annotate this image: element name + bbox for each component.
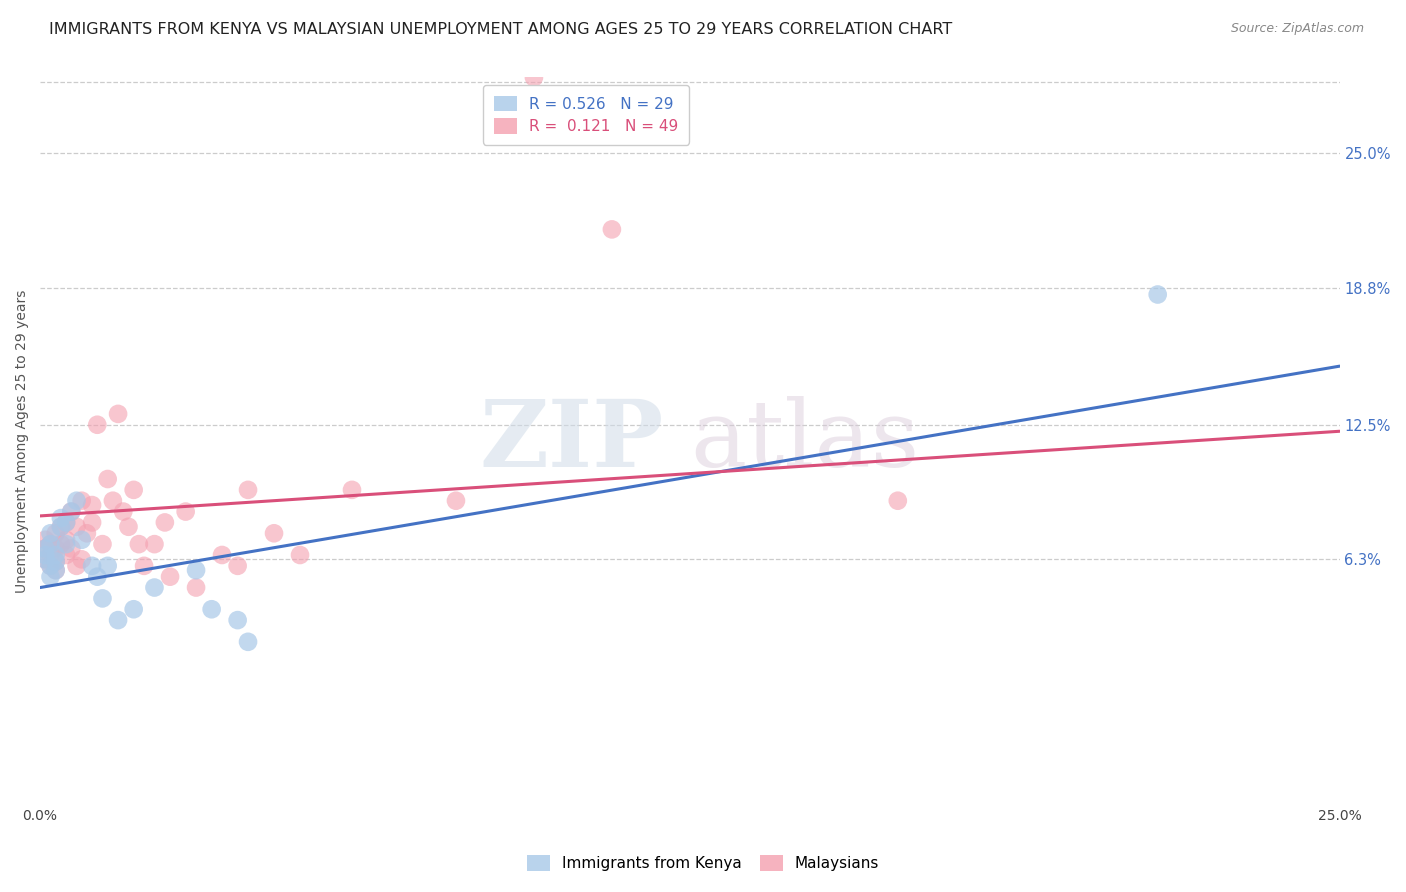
Point xyxy=(70,493,93,508)
Point xyxy=(226,613,249,627)
Point xyxy=(91,591,114,606)
Point xyxy=(45,563,67,577)
Point xyxy=(112,505,135,519)
Point xyxy=(97,558,120,573)
Point xyxy=(91,537,114,551)
Point xyxy=(444,493,467,508)
Point xyxy=(70,533,93,547)
Point xyxy=(39,558,62,573)
Point xyxy=(49,520,72,534)
Point xyxy=(143,537,166,551)
Point xyxy=(340,483,363,497)
Point xyxy=(159,570,181,584)
Point xyxy=(122,602,145,616)
Point xyxy=(45,548,67,562)
Point xyxy=(55,537,77,551)
Point xyxy=(39,548,62,562)
Point xyxy=(236,483,259,497)
Point xyxy=(60,505,83,519)
Point xyxy=(49,520,72,534)
Text: atlas: atlas xyxy=(690,396,920,486)
Point xyxy=(211,548,233,562)
Point xyxy=(45,563,67,577)
Point xyxy=(49,537,72,551)
Point xyxy=(45,554,67,568)
Point xyxy=(39,570,62,584)
Point xyxy=(39,537,62,551)
Point xyxy=(39,537,62,551)
Text: Source: ZipAtlas.com: Source: ZipAtlas.com xyxy=(1230,22,1364,36)
Point xyxy=(60,505,83,519)
Point xyxy=(49,511,72,525)
Point xyxy=(143,581,166,595)
Point xyxy=(201,602,224,616)
Point xyxy=(45,554,67,568)
Point xyxy=(60,541,83,556)
Point xyxy=(70,552,93,566)
Point xyxy=(45,541,67,556)
Point xyxy=(86,570,108,584)
Point xyxy=(45,526,67,541)
Legend: R = 0.526   N = 29, R =  0.121   N = 49: R = 0.526 N = 29, R = 0.121 N = 49 xyxy=(484,85,689,145)
Point xyxy=(65,520,87,534)
Legend: Immigrants from Kenya, Malaysians: Immigrants from Kenya, Malaysians xyxy=(520,849,886,877)
Point xyxy=(153,516,176,530)
Point xyxy=(107,613,129,627)
Point xyxy=(80,558,103,573)
Point xyxy=(226,558,249,573)
Point xyxy=(600,222,623,236)
Text: ZIP: ZIP xyxy=(479,396,664,486)
Point xyxy=(34,541,56,556)
Point xyxy=(128,537,150,551)
Point xyxy=(55,516,77,530)
Point xyxy=(184,563,207,577)
Point xyxy=(132,558,155,573)
Point xyxy=(263,526,285,541)
Point xyxy=(55,516,77,530)
Point xyxy=(523,70,546,85)
Point xyxy=(34,541,56,556)
Point xyxy=(1146,287,1168,301)
Point xyxy=(55,533,77,547)
Point xyxy=(174,505,197,519)
Point xyxy=(117,520,139,534)
Point xyxy=(97,472,120,486)
Point xyxy=(887,493,910,508)
Point xyxy=(76,526,98,541)
Point xyxy=(236,635,259,649)
Point xyxy=(288,548,311,562)
Point xyxy=(34,552,56,566)
Point xyxy=(34,548,56,562)
Point xyxy=(80,516,103,530)
Y-axis label: Unemployment Among Ages 25 to 29 years: Unemployment Among Ages 25 to 29 years xyxy=(15,289,30,592)
Text: IMMIGRANTS FROM KENYA VS MALAYSIAN UNEMPLOYMENT AMONG AGES 25 TO 29 YEARS CORREL: IMMIGRANTS FROM KENYA VS MALAYSIAN UNEMP… xyxy=(49,22,952,37)
Point xyxy=(86,417,108,432)
Point xyxy=(80,498,103,512)
Point xyxy=(101,493,124,508)
Point xyxy=(39,526,62,541)
Point xyxy=(39,558,62,573)
Point xyxy=(65,493,87,508)
Point xyxy=(107,407,129,421)
Point xyxy=(184,581,207,595)
Point xyxy=(34,533,56,547)
Point xyxy=(34,552,56,566)
Point xyxy=(55,548,77,562)
Point xyxy=(122,483,145,497)
Point xyxy=(65,558,87,573)
